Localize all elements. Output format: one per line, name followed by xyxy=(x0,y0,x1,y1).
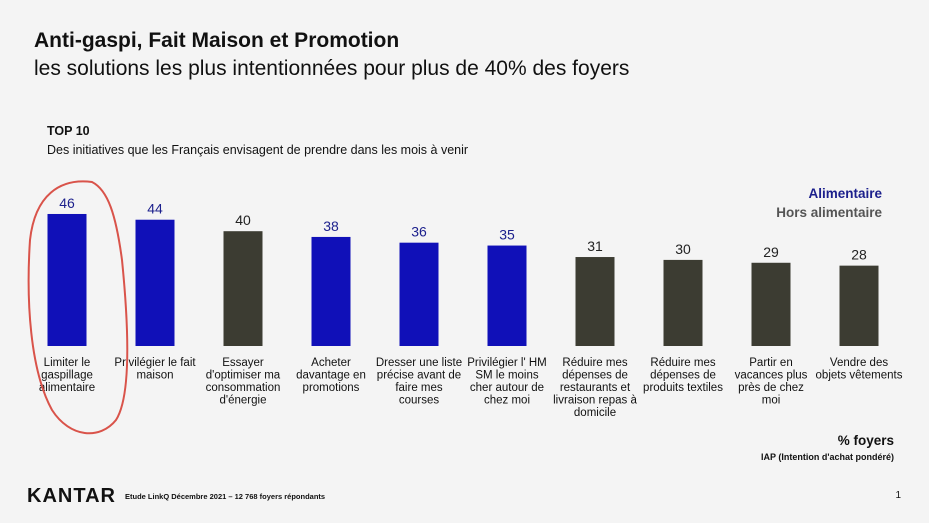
chart-description: Des initiatives que les Français envisag… xyxy=(47,143,469,157)
legend-alimentaire: Alimentaire xyxy=(808,186,882,201)
bar-1 xyxy=(47,213,87,346)
value-label-7: 31 xyxy=(587,238,603,254)
kantar-logo: KANTAR xyxy=(27,485,116,507)
bar-3 xyxy=(223,231,263,346)
category-label-8: Réduire mes dépenses de produits textiles xyxy=(643,357,723,394)
category-label-7: Réduire mes dépenses de restaurants et livr… xyxy=(553,357,637,419)
bar-2 xyxy=(135,219,175,346)
category-label-3: Essayer d'optimiser ma consommation d'énerg… xyxy=(206,357,281,407)
legend-hors-alimentaire: Hors alimentaire xyxy=(776,205,882,220)
slide-subtitle: les solutions les plus intentionnées pou… xyxy=(34,57,630,80)
bar-5 xyxy=(399,242,439,346)
value-label-3: 40 xyxy=(235,212,251,228)
bar-10 xyxy=(839,265,879,346)
bar-chart: 46 Limiter le gaspillage alimentaire 44 Privi… xyxy=(27,180,903,435)
category-label-2: Privilégier le fait maison xyxy=(114,357,196,382)
unit-note: IAP (Intention d'achat pondéré) xyxy=(761,452,894,462)
value-label-1: 46 xyxy=(59,195,75,211)
bar-7 xyxy=(575,257,615,346)
chart-legend: Alimentaire Hors alimentaire xyxy=(776,184,882,222)
value-label-9: 29 xyxy=(763,244,779,260)
page-number: 1 xyxy=(895,490,901,501)
value-label-4: 38 xyxy=(323,218,339,234)
bar-8 xyxy=(663,259,703,346)
category-label-5: Dresser une liste précise avant de faire m… xyxy=(376,357,462,407)
bar-6 xyxy=(487,245,527,346)
highlight-annotation xyxy=(27,180,129,435)
source-note: Etude LinkQ Décembre 2021 – 12 768 foyer… xyxy=(125,492,326,501)
unit-label: % foyers xyxy=(837,433,894,448)
value-label-6: 35 xyxy=(499,227,515,243)
value-label-10: 28 xyxy=(851,247,867,263)
category-label-9: Partir en vacances plus près de chez moi xyxy=(735,357,808,407)
category-label-10: Vendre des objets vêtements xyxy=(816,357,903,382)
value-label-2: 44 xyxy=(147,201,163,217)
category-label-1: Limiter le gaspillage alimentaire xyxy=(39,357,95,394)
bar-9 xyxy=(751,262,791,346)
bar-4 xyxy=(311,236,351,346)
category-label-6: Privilégier l' HM SM le moins cher autour … xyxy=(467,357,547,407)
top-label: TOP 10 xyxy=(47,124,90,138)
category-label-4: Acheter davantage en promotions xyxy=(296,357,366,394)
value-label-5: 36 xyxy=(411,224,427,240)
value-label-8: 30 xyxy=(675,241,691,257)
slide-title: Anti-gaspi, Fait Maison et Promotion xyxy=(34,29,400,52)
